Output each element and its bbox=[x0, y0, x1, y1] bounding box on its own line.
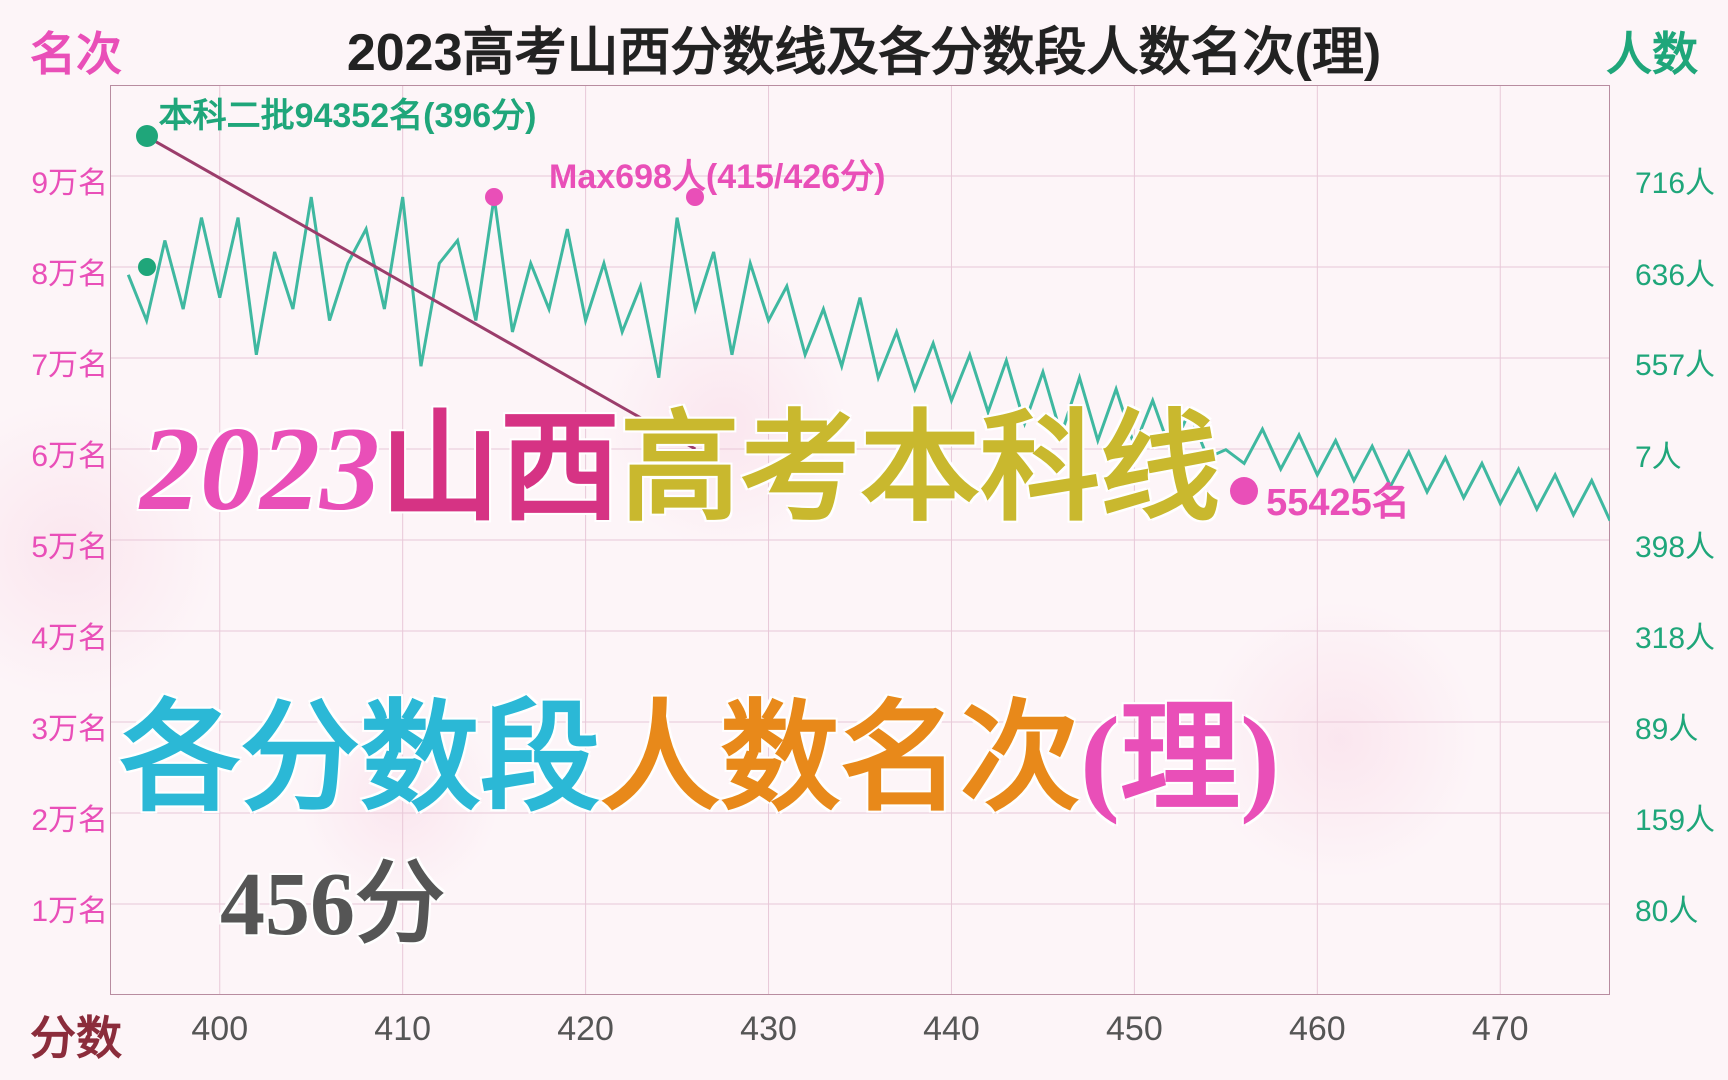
x-axis-label: 分数 bbox=[30, 1002, 122, 1068]
chart-title: 2023高考山西分数线及各分数段人数名次(理) bbox=[0, 10, 1728, 85]
ytick-right: 159人 bbox=[1635, 795, 1715, 839]
ytick-right: 89人 bbox=[1635, 704, 1698, 748]
max-label: Max698人(415/426分) bbox=[549, 149, 885, 198]
ytick-left: 2万名 bbox=[0, 795, 108, 839]
overlay-line1: 2023山西高考本科线 bbox=[140, 370, 1220, 544]
ytick-left: 8万名 bbox=[0, 249, 108, 293]
xtick: 410 bbox=[374, 1010, 431, 1049]
mid-dot bbox=[1230, 477, 1258, 505]
overlay-score: 456分 bbox=[220, 830, 445, 960]
xtick: 460 bbox=[1289, 1010, 1346, 1049]
overlay-line2: 各分数段人数名次(理) bbox=[120, 660, 1280, 834]
xtick: 400 bbox=[191, 1010, 248, 1049]
mid-label: 55425名 bbox=[1266, 471, 1410, 526]
ytick-left: 7万名 bbox=[0, 340, 108, 384]
y-left-axis-label: 名次 bbox=[30, 18, 122, 84]
xtick: 420 bbox=[557, 1010, 614, 1049]
ytick-right: 716人 bbox=[1635, 158, 1715, 202]
xtick: 470 bbox=[1472, 1010, 1529, 1049]
y-right-axis-label: 人数 bbox=[1606, 18, 1698, 84]
ytick-right: 557人 bbox=[1635, 340, 1715, 384]
ytick-right: 398人 bbox=[1635, 522, 1715, 566]
xtick: 440 bbox=[923, 1010, 980, 1049]
ytick-left: 1万名 bbox=[0, 886, 108, 930]
batch2-dot bbox=[136, 125, 158, 147]
xtick: 450 bbox=[1106, 1010, 1163, 1049]
ytick-right: 636人 bbox=[1635, 250, 1715, 294]
ytick-left: 6万名 bbox=[0, 431, 108, 475]
ytick-right: 7人 bbox=[1635, 432, 1682, 476]
xtick: 430 bbox=[740, 1010, 797, 1049]
ytick-left: 4万名 bbox=[0, 613, 108, 657]
max-dot bbox=[485, 188, 503, 206]
ytick-right: 318人 bbox=[1635, 613, 1715, 657]
ytick-left: 9万名 bbox=[0, 158, 108, 202]
ytick-left: 3万名 bbox=[0, 704, 108, 748]
ytick-left: 5万名 bbox=[0, 522, 108, 566]
batch2-dot2 bbox=[138, 258, 156, 276]
batch2-label: 本科二批94352名(396分) bbox=[159, 88, 537, 137]
ytick-right: 80人 bbox=[1635, 886, 1698, 930]
